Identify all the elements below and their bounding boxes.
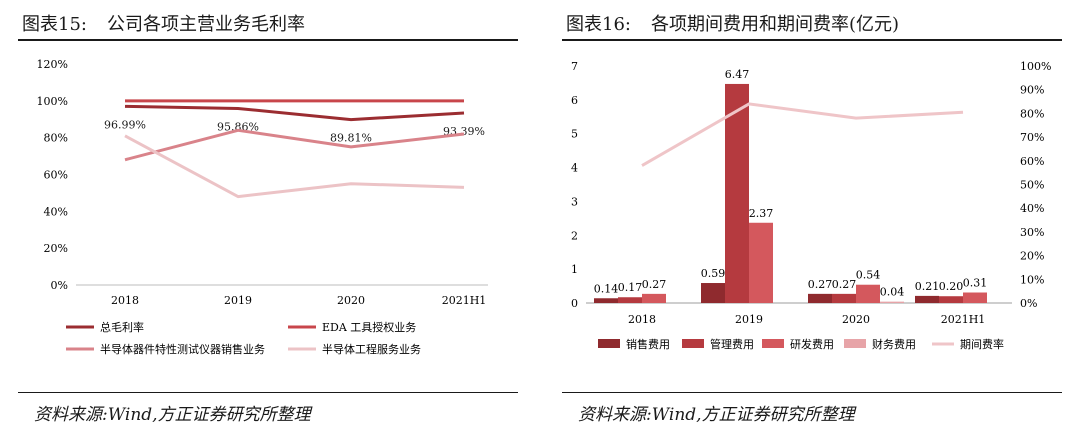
x-tick-label: 2018	[111, 294, 139, 307]
x-tick-label: 2019	[224, 294, 252, 307]
y2-tick-label: 10%	[1020, 273, 1044, 286]
bar-label: 2.37	[749, 207, 774, 220]
x-tick-label: 2018	[628, 313, 656, 326]
legend-label: 半导体器件特性测试仪器销售业务	[100, 342, 265, 356]
bar-label: 0.27	[808, 278, 833, 291]
y2-tick-label: 90%	[1020, 84, 1044, 97]
bar	[594, 298, 618, 303]
legend-label: 管理费用	[710, 337, 754, 351]
x-tick-label: 2021H1	[941, 313, 986, 326]
y-tick-label: 5	[571, 128, 578, 141]
legend-label: 财务费用	[872, 337, 916, 351]
y-tick-label: 6	[571, 94, 578, 107]
source-rule	[562, 392, 1062, 393]
legend-swatch	[682, 339, 704, 348]
y-tick-label: 2	[571, 229, 578, 242]
figure-title: 图表16: 各项期间费用和期间费率(亿元)	[566, 10, 899, 36]
legend-swatch	[844, 339, 866, 348]
legend-label: 销售费用	[626, 337, 670, 351]
y-tick-label: 0	[571, 297, 578, 310]
y2-tick-label: 30%	[1020, 226, 1044, 239]
y-tick-label: 3	[571, 195, 578, 208]
bar-label: 0.20	[939, 280, 964, 293]
series-line	[124, 104, 465, 122]
bar-label: 0.54	[856, 269, 881, 282]
expense-chart: 012345670%10%20%30%40%50%60%70%80%90%100…	[571, 60, 1051, 351]
figure-16: 图表16: 各项期间费用和期间费率(亿元) 0 1 2 3 4 5 6 7 0% 10% 20% 30%…	[562, 0, 1062, 432]
bar-label: 6.47	[725, 68, 750, 81]
legend-swatch	[762, 339, 784, 348]
y-tick-label: 0%	[51, 279, 68, 292]
y2-tick-label: 60%	[1020, 155, 1044, 168]
x-tick-label: 2020	[337, 294, 365, 307]
bar	[963, 292, 987, 303]
bar-label: 0.27	[642, 278, 667, 291]
y2-tick-label: 100%	[1020, 60, 1051, 73]
legend-label: 研发费用	[790, 337, 834, 351]
bar-label: 0.14	[594, 282, 619, 295]
bar	[749, 222, 773, 303]
expense-ratio-line	[641, 102, 964, 167]
y2-tick-label: 20%	[1020, 250, 1044, 263]
bar	[618, 297, 642, 303]
figure-15: 图表15: 公司各项主营业务毛利率 0% 20% 40% 60% 80% 100% 120% 2…	[18, 0, 518, 432]
figure-title-text: 公司各项主营业务毛利率	[106, 14, 305, 35]
y-tick-label: 60%	[44, 169, 68, 182]
source-note: 资料来源:Wind,方正证券研究所整理	[34, 405, 311, 425]
x-tick-label: 2020	[842, 313, 870, 326]
figure-title: 图表15: 公司各项主营业务毛利率	[22, 10, 305, 36]
y-tick-label: 4	[571, 162, 578, 175]
y-tick-label: 1	[571, 263, 578, 276]
y2-tick-label: 0%	[1020, 297, 1037, 310]
y-tick-label: 100%	[37, 95, 68, 108]
bar	[701, 283, 725, 303]
bar-label: 0.27	[832, 278, 857, 291]
legend-swatch	[598, 339, 620, 348]
y-tick-label: 40%	[44, 205, 68, 218]
bar-label: 0.21	[915, 280, 940, 293]
y-tick-label: 20%	[44, 242, 68, 255]
data-label: 96.99%	[104, 118, 146, 131]
figure-title-text: 各项期间费用和期间费率(亿元)	[650, 14, 900, 35]
bar	[915, 295, 939, 303]
legend-label: 期间费率	[960, 337, 1004, 351]
bar	[880, 301, 904, 303]
x-tick-label: 2019	[735, 313, 763, 326]
y2-tick-label: 80%	[1020, 107, 1044, 120]
legend-label: EDA 工具授权业务	[322, 320, 416, 334]
data-label: 95.86%	[217, 120, 259, 133]
bar	[808, 293, 832, 303]
figure-number: 图表16:	[566, 14, 631, 35]
bar	[856, 284, 880, 303]
data-label: 89.81%	[330, 132, 372, 145]
y2-tick-label: 70%	[1020, 131, 1044, 144]
title-rule	[562, 39, 1062, 41]
bar	[725, 83, 749, 303]
y-tick-label: 80%	[44, 132, 68, 145]
bar	[939, 296, 963, 303]
source-note: 资料来源:Wind,方正证券研究所整理	[578, 405, 855, 425]
y-tick-label: 120%	[37, 58, 68, 71]
title-rule	[18, 39, 518, 41]
x-tick-label: 2021H1	[442, 294, 487, 307]
series-line	[124, 128, 465, 162]
series-line	[124, 134, 465, 199]
legend-label: 半导体工程服务业务	[322, 342, 421, 356]
bar-label: 0.17	[618, 281, 643, 294]
gross-margin-chart: 0% 20% 40% 60% 80% 100% 120% 2018 2019 2020 2021H1…	[37, 58, 488, 356]
y-tick-label: 7	[571, 60, 578, 73]
legend-label: 总毛利率	[100, 320, 144, 334]
source-rule	[18, 392, 518, 393]
bar-label: 0.04	[880, 286, 905, 299]
bar-label: 0.31	[963, 277, 988, 290]
y2-tick-label: 50%	[1020, 179, 1044, 192]
bar-label: 0.59	[701, 267, 726, 280]
figure-number: 图表15:	[22, 14, 87, 35]
bar	[832, 293, 856, 303]
y2-tick-label: 40%	[1020, 202, 1044, 215]
bar	[642, 293, 666, 303]
